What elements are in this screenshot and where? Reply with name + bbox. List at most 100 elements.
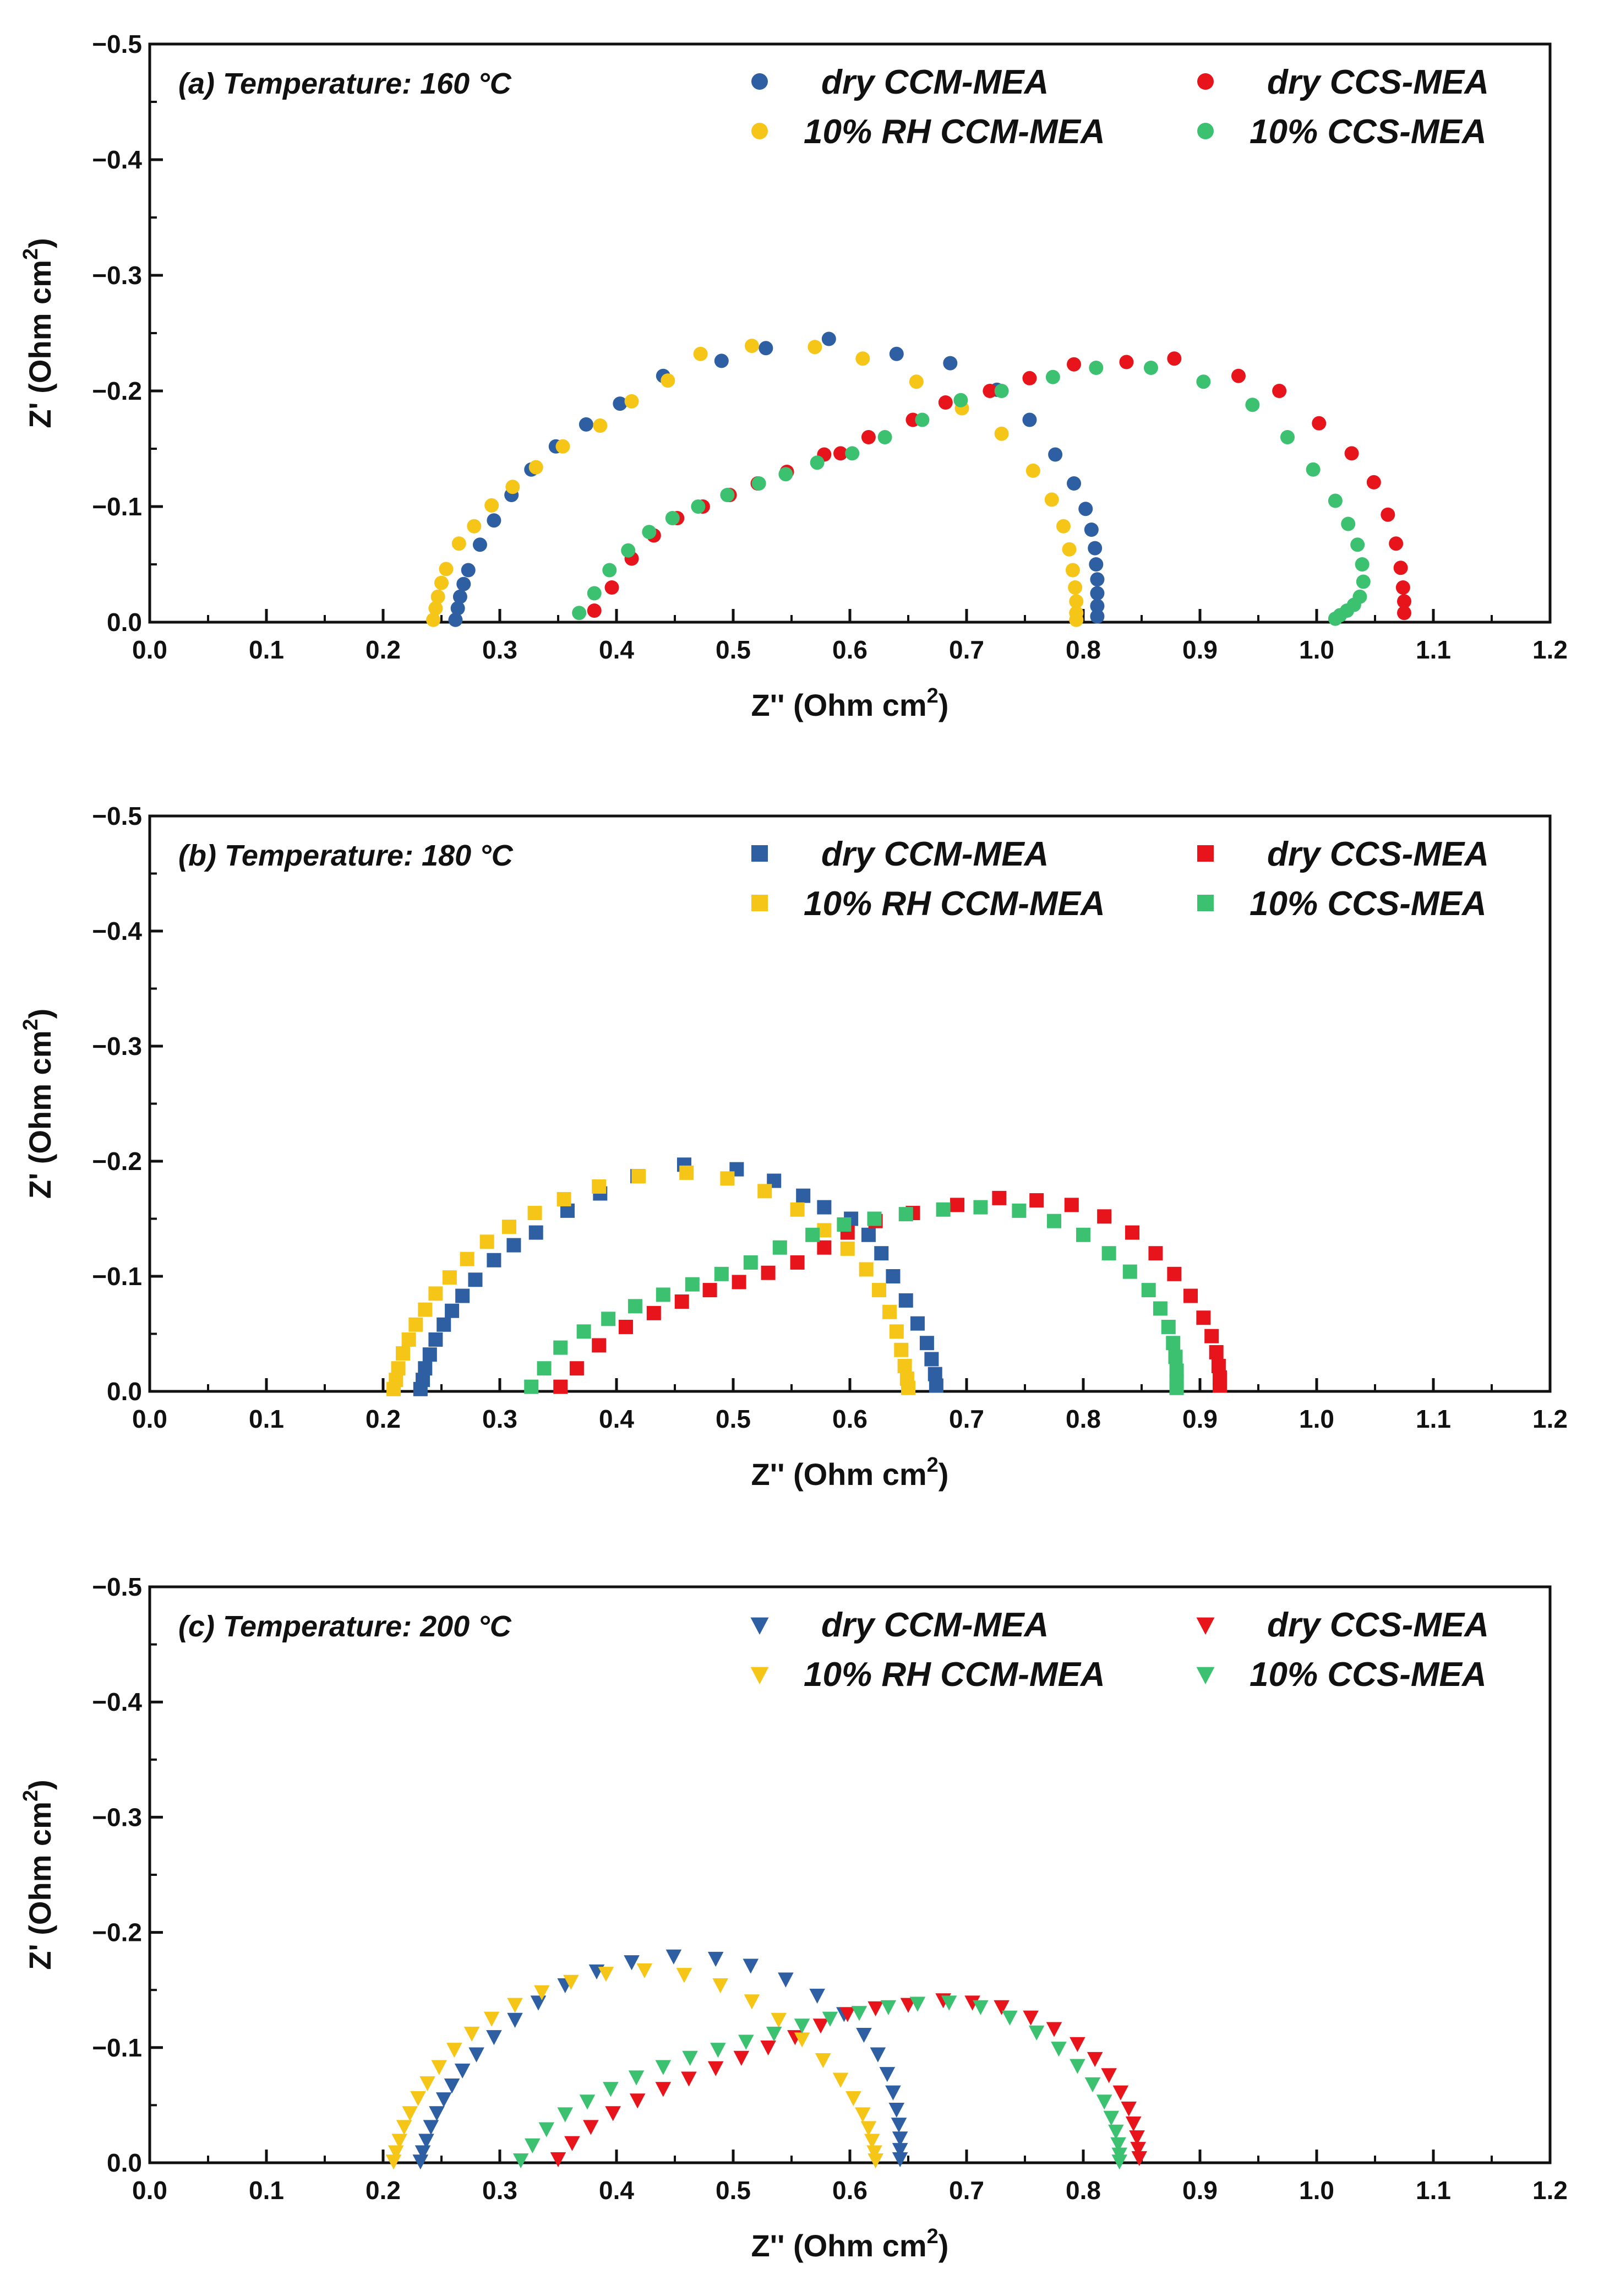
- data-point: [530, 1995, 547, 2011]
- data-point: [576, 1324, 591, 1339]
- data-point: [874, 1246, 889, 1261]
- data-point: [872, 1283, 886, 1298]
- data-point: [845, 446, 860, 461]
- data-point: [1183, 1288, 1198, 1303]
- data-point: [992, 1190, 1007, 1205]
- x-tick-label: 0.2: [365, 2176, 401, 2205]
- legend-label: 10% RH CCM-MEA: [804, 113, 1105, 151]
- data-point: [994, 2000, 1010, 2015]
- data-point: [866, 2145, 882, 2161]
- y-tick-label: −0.1: [92, 2033, 142, 2062]
- y-axis-title: Z' (Ohm cm2): [19, 238, 57, 428]
- data-point: [479, 1234, 494, 1249]
- data-point: [661, 373, 675, 388]
- x-tick-label: 0.3: [482, 1405, 517, 1433]
- data-point: [613, 396, 628, 411]
- data-point: [880, 2000, 897, 2015]
- data-point: [1213, 1378, 1227, 1393]
- data-point: [919, 1336, 934, 1351]
- y-tick-label: −0.2: [92, 1147, 142, 1176]
- data-point: [1166, 1336, 1181, 1351]
- data-point: [385, 2154, 402, 2170]
- legend-marker: [1197, 845, 1214, 862]
- data-point: [1328, 611, 1343, 626]
- data-point: [1167, 351, 1182, 366]
- data-point: [674, 1294, 689, 1309]
- data-point: [790, 1202, 805, 1217]
- data-point: [587, 586, 602, 601]
- data-point: [598, 1967, 614, 1982]
- data-point: [454, 2063, 471, 2079]
- x-tick-label: 0.0: [132, 635, 167, 664]
- data-point: [1069, 612, 1084, 627]
- data-point: [401, 1332, 416, 1347]
- data-point: [445, 1303, 460, 1318]
- data-point: [855, 351, 870, 366]
- data-point: [430, 589, 445, 604]
- data-point: [845, 2091, 861, 2107]
- data-point: [720, 488, 735, 502]
- data-point: [1393, 561, 1408, 575]
- data-point: [592, 1338, 607, 1353]
- data-point: [391, 1361, 406, 1376]
- data-point: [442, 1270, 457, 1285]
- y-tick-label: −0.1: [92, 1262, 142, 1291]
- data-point: [794, 2018, 810, 2034]
- data-point: [1101, 1246, 1116, 1261]
- data-point: [1047, 1214, 1061, 1228]
- data-point: [1084, 523, 1099, 537]
- data-point: [778, 1972, 794, 1988]
- series-dry-ccs-mea: [553, 1190, 1227, 1394]
- data-point: [808, 340, 822, 355]
- data-point: [1025, 463, 1040, 478]
- data-point: [1090, 609, 1105, 624]
- series-dry-ccm-mea: [413, 1157, 943, 1396]
- legend-label: dry CCM-MEA: [821, 63, 1049, 101]
- data-point: [889, 1324, 904, 1339]
- data-point: [1272, 384, 1287, 398]
- y-tick-label: −0.3: [92, 1032, 142, 1060]
- data-point: [856, 2027, 872, 2043]
- data-point: [418, 1361, 433, 1376]
- data-point: [501, 1220, 516, 1234]
- data-point: [1096, 2094, 1112, 2110]
- data-point: [1089, 361, 1104, 375]
- data-point: [1395, 580, 1410, 595]
- data-point: [817, 1200, 832, 1215]
- legend-label: dry CCM-MEA: [821, 1606, 1049, 1644]
- data-point: [431, 2060, 448, 2075]
- data-point: [810, 455, 825, 470]
- legend-marker: [751, 123, 768, 139]
- data-point: [603, 2082, 619, 2097]
- data-point: [861, 430, 876, 444]
- data-point: [460, 1252, 474, 1266]
- data-point: [467, 519, 482, 534]
- data-point: [434, 575, 449, 590]
- y-tick-label: −0.3: [92, 1803, 142, 1831]
- x-tick-label: 1.2: [1532, 1405, 1568, 1433]
- data-point: [1108, 2124, 1124, 2140]
- data-point: [924, 1352, 939, 1367]
- data-point: [1381, 507, 1395, 522]
- data-point: [1328, 493, 1343, 508]
- panel-b: 0.0 0.1 0.2 0.3 0.4 0.5 0.6 0.7 0.8 0.9 1.0 1.1 1.2 0…: [19, 802, 1568, 1492]
- x-tick-label: 0.8: [1066, 635, 1101, 664]
- legend-marker: [1197, 73, 1214, 90]
- x-tick-label: 1.2: [1532, 635, 1568, 664]
- data-point: [569, 1361, 584, 1376]
- data-point: [892, 2143, 908, 2158]
- legend-marker: [1196, 1617, 1215, 1635]
- data-point: [450, 601, 465, 616]
- x-tick-label: 0.4: [599, 635, 634, 664]
- legend: dry CCM-MEA dry CCS-MEA 10% RH CCM-MEA 10% …: [750, 1606, 1489, 1694]
- series-10-rh-ccm-mea: [385, 1963, 883, 2170]
- x-tick-label: 0.1: [249, 1405, 284, 1433]
- x-tick-label: 0.6: [832, 2176, 868, 2205]
- data-point: [886, 1269, 901, 1283]
- data-point: [953, 393, 968, 407]
- data-point: [624, 1955, 640, 1971]
- data-point: [624, 394, 639, 409]
- panel-a: 0.0 0.1 0.2 0.3 0.4 0.5 0.6 0.7 0.8 0.9 1.0 1.1 1.2 0…: [19, 30, 1568, 722]
- x-tick-label: 0.5: [716, 2176, 751, 2205]
- data-point: [864, 2134, 880, 2149]
